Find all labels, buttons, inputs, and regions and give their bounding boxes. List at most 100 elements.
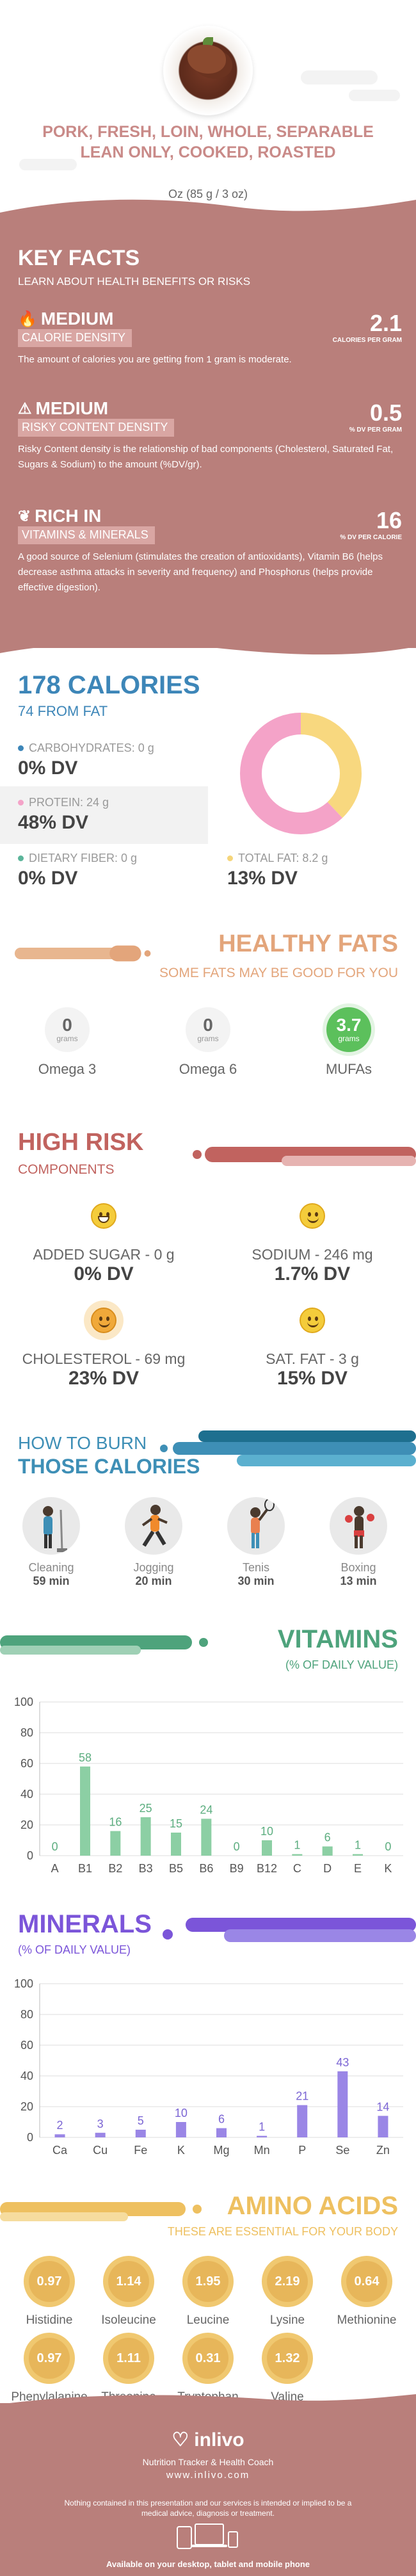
leaf-icon: ❦ xyxy=(18,507,31,525)
x-tick-label: Ca xyxy=(52,2144,68,2157)
x-tick-label: B9 xyxy=(230,1862,244,1875)
fat-omega-3: 0 grams Omega 3 xyxy=(19,1007,115,1078)
footer: ♡ inlivo Nutrition Tracker & Health Coach… xyxy=(0,2394,416,2576)
key-facts-section: KEY FACTS LEARN ABOUT HEALTH BENEFITS OR… xyxy=(0,199,416,655)
smile-face-icon xyxy=(292,1300,332,1340)
bullet-dot xyxy=(18,800,24,806)
y-tick-label: 100 xyxy=(14,1696,33,1708)
key-facts-title: KEY FACTS xyxy=(18,246,140,270)
risk-dv: 23% DV xyxy=(68,1368,140,1389)
fact-risky-content: ⚠ MEDIUM RISKY CONTENT DENSITY 0.5 % DV P… xyxy=(18,398,402,473)
wave-divider xyxy=(0,199,416,219)
bar-k xyxy=(175,2122,186,2137)
fact-description: The amount of calories you are getting f… xyxy=(18,354,292,365)
activity-time: 13 min xyxy=(340,1575,377,1587)
risk-added-sugar: ADDED SUGAR - 0 g 0% DV xyxy=(8,1196,200,1285)
amino-circle: 2.19 xyxy=(262,2256,313,2307)
brand-url[interactable]: www.inlivo.com xyxy=(166,2470,250,2481)
heart-icon: ♡ xyxy=(172,2429,189,2450)
activity-tennis: Tenis 30 min xyxy=(218,1497,294,1588)
risk-name: SAT. FAT - 3 g xyxy=(266,1350,359,1367)
x-tick-label: Zn xyxy=(376,2144,390,2157)
minerals-section: MINERALS (% OF DAILY VALUE) 0 20 40 60 80 100… xyxy=(0,1910,416,2192)
decorative-bar xyxy=(0,2202,202,2221)
amino-isoleucine: 1.14 Isoleucine xyxy=(87,2256,170,2328)
fact-level: MEDIUM xyxy=(35,398,109,418)
amino-value: 0.97 xyxy=(36,2351,62,2365)
fact-label: RISKY CONTENT DENSITY xyxy=(22,421,168,433)
bar-b6 xyxy=(201,1819,212,1856)
decorative-bar xyxy=(193,1147,416,1166)
brand-logo: ♡ inlivo xyxy=(0,2429,416,2451)
activity-boxing: Boxing 13 min xyxy=(320,1497,397,1588)
amino-subtitle: THESE ARE ESSENTIAL FOR YOUR BODY xyxy=(167,2225,398,2238)
bar-b2 xyxy=(110,1831,121,1856)
amino-value: 1.11 xyxy=(116,2351,141,2365)
nutrient-carbohydrates: CARBOHYDRATES: 0 g 0% DV xyxy=(18,741,154,779)
data-label: 58 xyxy=(79,1751,92,1764)
fact-unit: % DV PER CALORIE xyxy=(340,534,402,541)
amino-name: Lysine xyxy=(269,2313,305,2327)
fact-level: RICH IN xyxy=(35,506,102,526)
data-label: 14 xyxy=(376,2100,389,2113)
x-tick-label: B2 xyxy=(108,1862,122,1875)
activity-name: Tenis xyxy=(242,1561,270,1574)
amino-circle: 0.64 xyxy=(341,2256,392,2307)
fact-description: A good source of Selenium (stimulates th… xyxy=(18,551,383,593)
x-tick-label: B1 xyxy=(78,1862,92,1875)
risk-cholesterol: CHOLESTEROL - 69 mg 23% DV xyxy=(8,1300,200,1389)
data-label: 5 xyxy=(138,2114,144,2127)
nutrient-total-fat: TOTAL FAT: 8.2 g 13% DV xyxy=(227,852,328,889)
bar-ca xyxy=(54,2134,65,2137)
burn-title-line2: THOSE CALORIES xyxy=(18,1455,200,1478)
amino-lysine: 2.19 Lysine xyxy=(246,2256,329,2328)
nutrient-dv: 0% DV xyxy=(18,757,78,779)
fact-vitamins-minerals: ❦ RICH IN VITAMINS & MINERALS 16 % DV PER… xyxy=(18,506,402,595)
risk-sodium: SODIUM - 246 mg 1.7% DV xyxy=(216,1196,408,1285)
fat-circle: 3.7 grams xyxy=(326,1007,371,1052)
disclaimer: Nothing contained in this presentation a… xyxy=(64,2499,352,2518)
y-tick-label: 0 xyxy=(27,2131,33,2144)
nutrient-fiber: DIETARY FIBER: 0 g 0% DV xyxy=(18,852,137,889)
bar-c xyxy=(292,1854,303,1856)
x-tick-label: B6 xyxy=(199,1862,213,1875)
decorative-bar xyxy=(163,1918,416,1942)
fat-unit: grams xyxy=(338,1034,360,1043)
bullet-dot xyxy=(18,745,24,751)
x-tick-label: D xyxy=(323,1862,332,1875)
amino-name: Isoleucine xyxy=(101,2313,156,2327)
bar-d xyxy=(322,1846,333,1856)
high-risk-subtitle: COMPONENTS xyxy=(18,1162,115,1177)
data-label: 10 xyxy=(260,1825,273,1838)
data-label: 1 xyxy=(355,1839,361,1852)
amino-value: 1.32 xyxy=(275,2351,300,2365)
y-tick-label: 20 xyxy=(20,2100,33,2113)
devices-icon xyxy=(177,2523,238,2549)
x-tick-label: C xyxy=(293,1862,301,1875)
header: PORK, FRESH, LOIN, WHOLE, SEPARABLE LEAN… xyxy=(0,0,416,200)
activity-time: 59 min xyxy=(33,1575,70,1587)
x-tick-label: Mn xyxy=(254,2144,270,2157)
minerals-bar-chart: 0 20 40 60 80 100 2 Ca 3 Cu 5 Fe 10 K 6 Mg 1 Mn 21 P 43 Se 14 Z… xyxy=(14,1977,403,2157)
nutrient-protein: PROTEIN: 24 g 48% DV xyxy=(18,796,109,834)
calorie-donut-chart xyxy=(240,713,362,834)
wave-divider xyxy=(0,2394,416,2404)
risk-name: ADDED SUGAR - 0 g xyxy=(33,1246,175,1263)
high-risk-section: HIGH RISK COMPONENTS ADDED SUGAR - 0 g 0… xyxy=(0,1129,416,1433)
x-tick-label: Fe xyxy=(134,2144,147,2157)
y-tick-label: 40 xyxy=(20,1788,33,1801)
risk-name: SODIUM - 246 mg xyxy=(252,1246,373,1263)
calories-from-fat: 74 FROM FAT xyxy=(18,703,108,719)
decorative-cloud xyxy=(349,90,400,101)
data-label: 1 xyxy=(259,2121,265,2134)
activity-cleaning: Cleaning 59 min xyxy=(13,1497,90,1588)
bar-b5 xyxy=(171,1833,181,1856)
activity-name: Cleaning xyxy=(28,1561,74,1574)
high-risk-title: HIGH RISK xyxy=(18,1129,144,1156)
amino-leucine: 1.95 Leucine xyxy=(166,2256,250,2328)
x-tick-label: B5 xyxy=(169,1862,183,1875)
wave-divider xyxy=(0,635,416,655)
fat-circle: 0 grams xyxy=(45,1007,90,1052)
amino-value: 0.31 xyxy=(195,2351,221,2365)
data-label: 43 xyxy=(336,2056,349,2069)
